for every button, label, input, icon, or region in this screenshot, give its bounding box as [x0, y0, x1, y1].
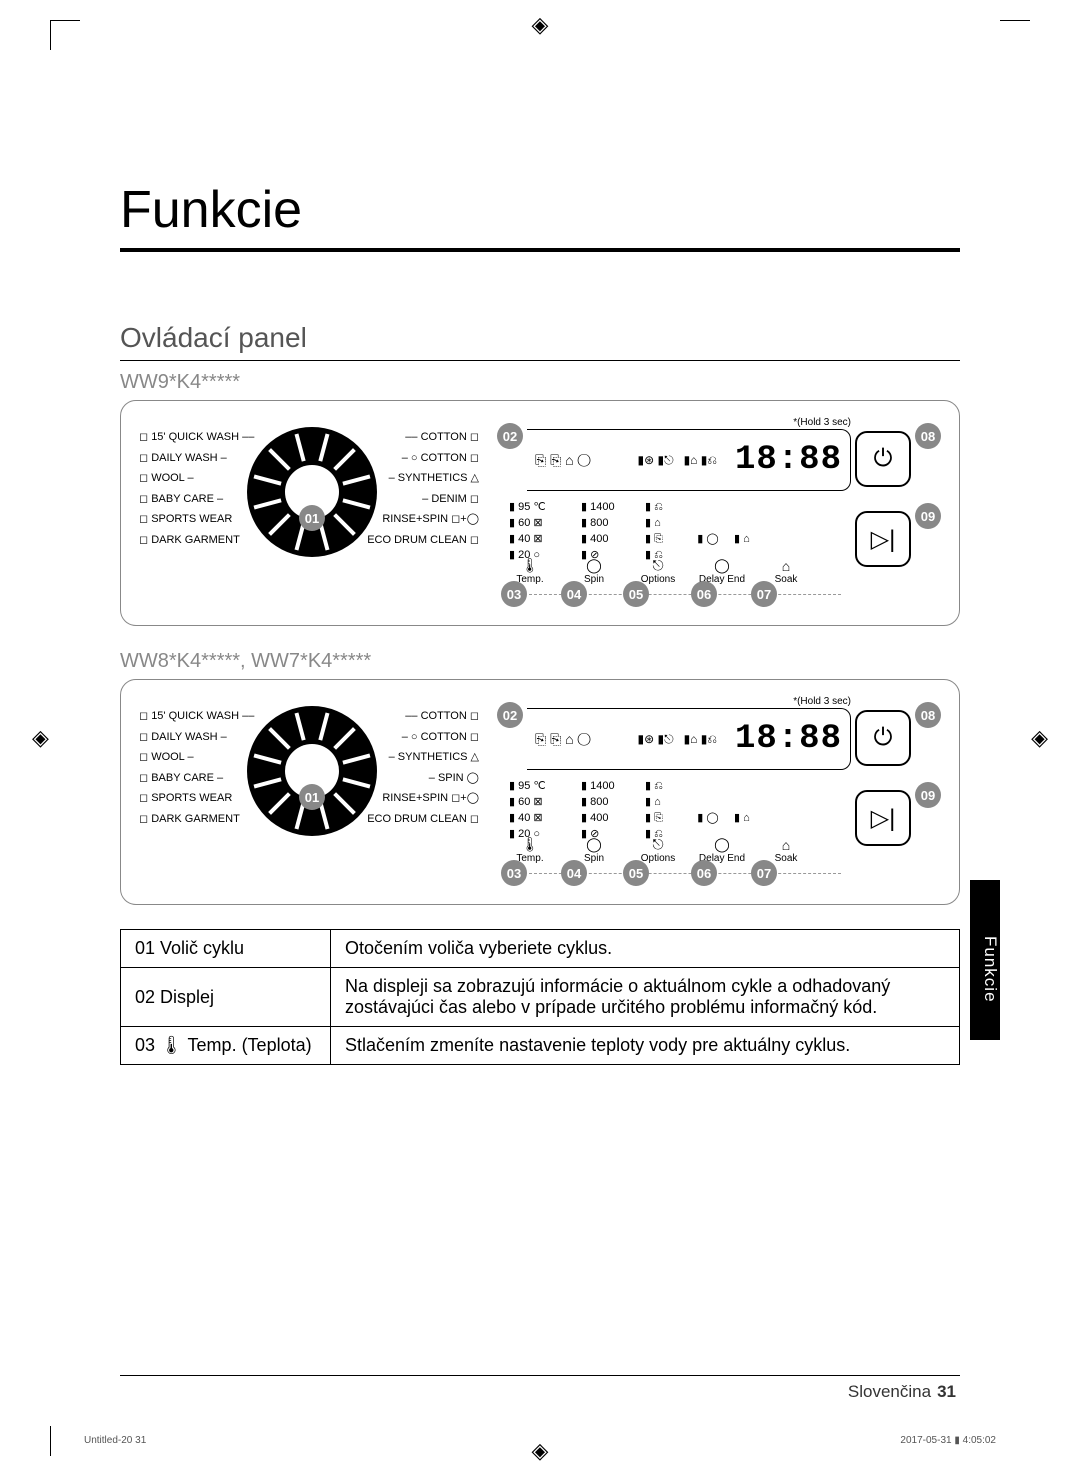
callout-badge: 04: [561, 860, 587, 886]
callout-badge: 05: [623, 860, 649, 886]
lcd-icon-row: ⎘ ⎘ ⌂ ◯: [535, 452, 591, 469]
imprint-right: 2017-05-31 ▮ 4:05:02: [900, 1435, 996, 1446]
callout-badge: 02: [497, 423, 523, 449]
footer-language: Slovenčina31: [848, 1382, 956, 1402]
imprint-left: Untitled-20 31: [84, 1435, 146, 1446]
dial-ticks: [247, 427, 377, 557]
table-row: 03 🌡 Temp. (Teplota) Stlačením zmeníte n…: [121, 1027, 960, 1065]
power-button[interactable]: ⏻: [855, 431, 911, 487]
callout-badge: 02: [497, 702, 523, 728]
callout-badge: 03: [501, 860, 527, 886]
program-list-right: –– COTTON ◻ – ○ COTTON ◻ – SYNTHETICS △ …: [367, 427, 479, 550]
table-cell-value: Na displeji sa zobrazujú informácie o ak…: [331, 968, 960, 1027]
program-list-left: ◻ 15' QUICK WASH –– ◻ DAILY WASH – ◻ WOO…: [139, 706, 254, 829]
callout-badge: 07: [751, 860, 777, 886]
lcd-display: ⎘ ⎘ ⌂ ◯ ▮⊛ ▮⎋ ▮⌂ ▮⎌ 18:88: [527, 708, 851, 770]
lcd-icon-row: ⎘ ⎘ ⌂ ◯: [535, 731, 591, 748]
callout-badge: 06: [691, 860, 717, 886]
start-pause-button[interactable]: ▷|: [855, 511, 911, 567]
page-title: Funkcie: [120, 180, 960, 252]
program-list-right: –– COTTON ◻ – ○ COTTON ◻ – SYNTHETICS △ …: [367, 706, 479, 829]
registration-mark-icon: ◈: [1031, 725, 1048, 751]
hold-note: *(Hold 3 sec): [793, 417, 851, 428]
callout-badge: 01: [299, 784, 325, 810]
model-label: WW8*K4*****, WW7*K4*****: [120, 650, 960, 673]
dial-ticks: [247, 706, 377, 836]
settings-grid: ▮ 95 ℃▮ 1400▮ ⎌ ▮ 60 ⊠▮ 800▮ ⌂ ▮ 40 ⊠▮ 4…: [509, 499, 750, 563]
description-table: 01 Volič cyklu Otočením voliča vyberiete…: [120, 929, 960, 1065]
table-cell-key: 02 Displej: [121, 968, 331, 1027]
callout-badge: 05: [623, 581, 649, 607]
side-tab: Funkcie: [970, 880, 1000, 1040]
section-title: Ovládací panel: [120, 322, 960, 361]
callout-badge: 08: [915, 423, 941, 449]
callout-badge: 06: [691, 581, 717, 607]
callout-badge: 09: [915, 782, 941, 808]
time-display: 18:88: [735, 720, 842, 758]
lcd-icon-row-right: ▮⊛ ▮⎋ ▮⌂ ▮⎌: [637, 453, 716, 468]
power-button[interactable]: ⏻: [855, 710, 911, 766]
callout-badge: 03: [501, 581, 527, 607]
crop-mark: [50, 1426, 80, 1456]
program-list-left: ◻ 15' QUICK WASH –– ◻ DAILY WASH – ◻ WOO…: [139, 427, 254, 550]
control-panel-diagram: ◻ 15' QUICK WASH –– ◻ DAILY WASH – ◻ WOO…: [120, 400, 960, 626]
lcd-display: ⎘ ⎘ ⌂ ◯ ▮⊛ ▮⎋ ▮⌂ ▮⎌ 18:88: [527, 429, 851, 491]
hold-note: *(Hold 3 sec): [793, 696, 851, 707]
time-display: 18:88: [735, 441, 842, 479]
table-row: 02 Displej Na displeji sa zobrazujú info…: [121, 968, 960, 1027]
registration-mark-icon: ◈: [32, 725, 49, 751]
lcd-icon-row-right: ▮⊛ ▮⎋ ▮⌂ ▮⎌: [637, 732, 716, 747]
callout-badge: 08: [915, 702, 941, 728]
callout-badge: 07: [751, 581, 777, 607]
crop-mark: [1000, 20, 1030, 50]
crop-mark: [50, 20, 80, 50]
footer-rule: [120, 1375, 960, 1376]
start-pause-button[interactable]: ▷|: [855, 790, 911, 846]
model-label: WW9*K4*****: [120, 371, 960, 394]
table-row: 01 Volič cyklu Otočením voliča vyberiete…: [121, 930, 960, 968]
table-cell-value: Stlačením zmeníte nastavenie teploty vod…: [331, 1027, 960, 1065]
table-cell-key: 01 Volič cyklu: [121, 930, 331, 968]
registration-mark-icon: ◈: [532, 1438, 549, 1464]
settings-grid: ▮ 95 ℃▮ 1400▮ ⎌ ▮ 60 ⊠▮ 800▮ ⌂ ▮ 40 ⊠▮ 4…: [509, 778, 750, 842]
registration-mark-icon: ◈: [532, 12, 549, 38]
callout-badge: 01: [299, 505, 325, 531]
control-panel-diagram: ◻ 15' QUICK WASH –– ◻ DAILY WASH – ◻ WOO…: [120, 679, 960, 905]
table-cell-value: Otočením voliča vyberiete cyklus.: [331, 930, 960, 968]
callout-badge: 09: [915, 503, 941, 529]
callout-badge: 04: [561, 581, 587, 607]
table-cell-key: 03 🌡 Temp. (Teplota): [121, 1027, 331, 1065]
